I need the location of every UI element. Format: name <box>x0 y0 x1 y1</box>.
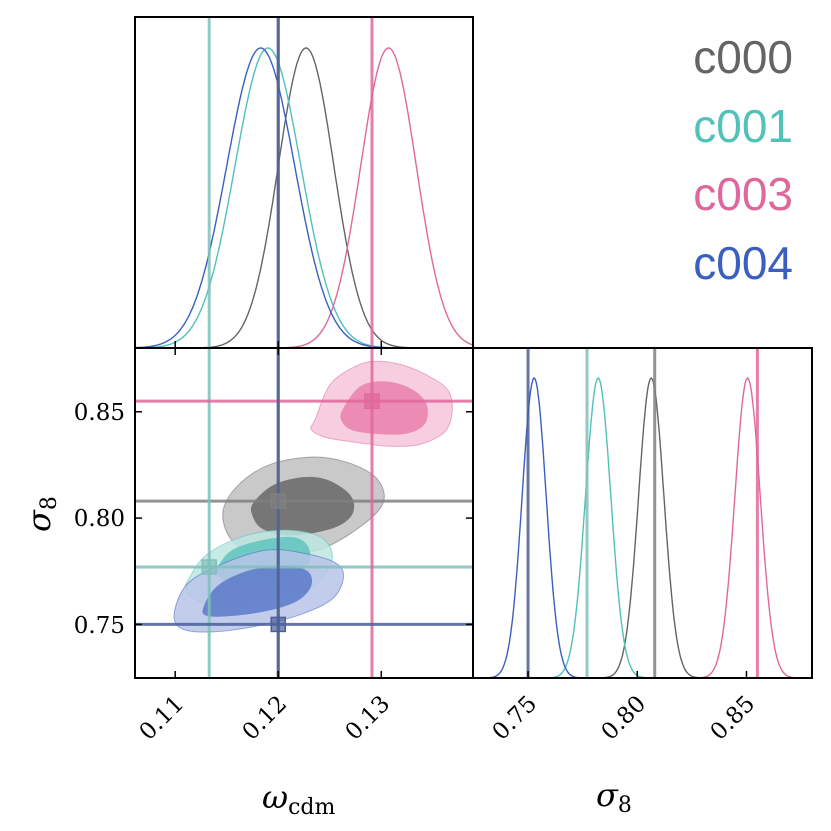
marginal-sigma8-c003 <box>473 376 812 678</box>
truth-marker-c004 <box>270 616 286 633</box>
panel-sigma8-marginal <box>473 348 812 678</box>
contour-68-c000 <box>250 476 355 536</box>
tick-label-sigma8-y-0: 0.75 <box>74 613 125 639</box>
marginal-omega-c001 <box>135 47 473 348</box>
panel-2d-contours <box>135 348 473 678</box>
tick-label-omega-2: 0.13 <box>341 691 396 746</box>
tick-label-sigma8-y-1: 0.80 <box>74 506 125 532</box>
truth-marker-c000 <box>270 493 286 509</box>
tick-label-omega-0: 0.11 <box>135 691 190 746</box>
ticks <box>135 341 748 678</box>
legend: c000 c001 c003 c004 <box>693 31 793 289</box>
tick-label-sigma8-x-0: 0.75 <box>488 691 543 746</box>
ylabel-sigma8: σ8 <box>20 496 62 532</box>
panel-omega-marginal <box>135 17 473 348</box>
marginal-sigma8-c001 <box>473 377 812 678</box>
tick-label-sigma8-x-1: 0.80 <box>597 691 652 746</box>
legend-entry-c000: c000 <box>693 31 793 83</box>
contour-68-c004 <box>202 566 313 617</box>
legend-entry-c004: c004 <box>693 237 793 289</box>
legend-entry-c003: c003 <box>693 168 793 220</box>
tick-label-sigma8-x-2: 0.85 <box>706 691 761 746</box>
truth-marker-c001 <box>201 559 217 575</box>
legend-entry-c001: c001 <box>693 100 793 152</box>
marginal-omega-c000 <box>135 47 473 348</box>
truth-marker-c003 <box>364 393 380 409</box>
marginal-omega-c003 <box>135 47 473 348</box>
marginal-sigma8-c000 <box>473 377 812 678</box>
marginal-sigma8-c004 <box>473 376 812 678</box>
tick-label-omega-1: 0.12 <box>238 691 293 746</box>
tick-label-sigma8-y-2: 0.85 <box>74 400 125 426</box>
xlabel-sigma8: σ8 <box>596 776 632 818</box>
contour-68-c003 <box>340 381 428 435</box>
marginal-omega-c004 <box>135 47 473 348</box>
panel-frames <box>134 16 813 679</box>
xlabel-omega-cdm: ωcdm <box>262 778 335 820</box>
frame-right <box>472 347 813 679</box>
